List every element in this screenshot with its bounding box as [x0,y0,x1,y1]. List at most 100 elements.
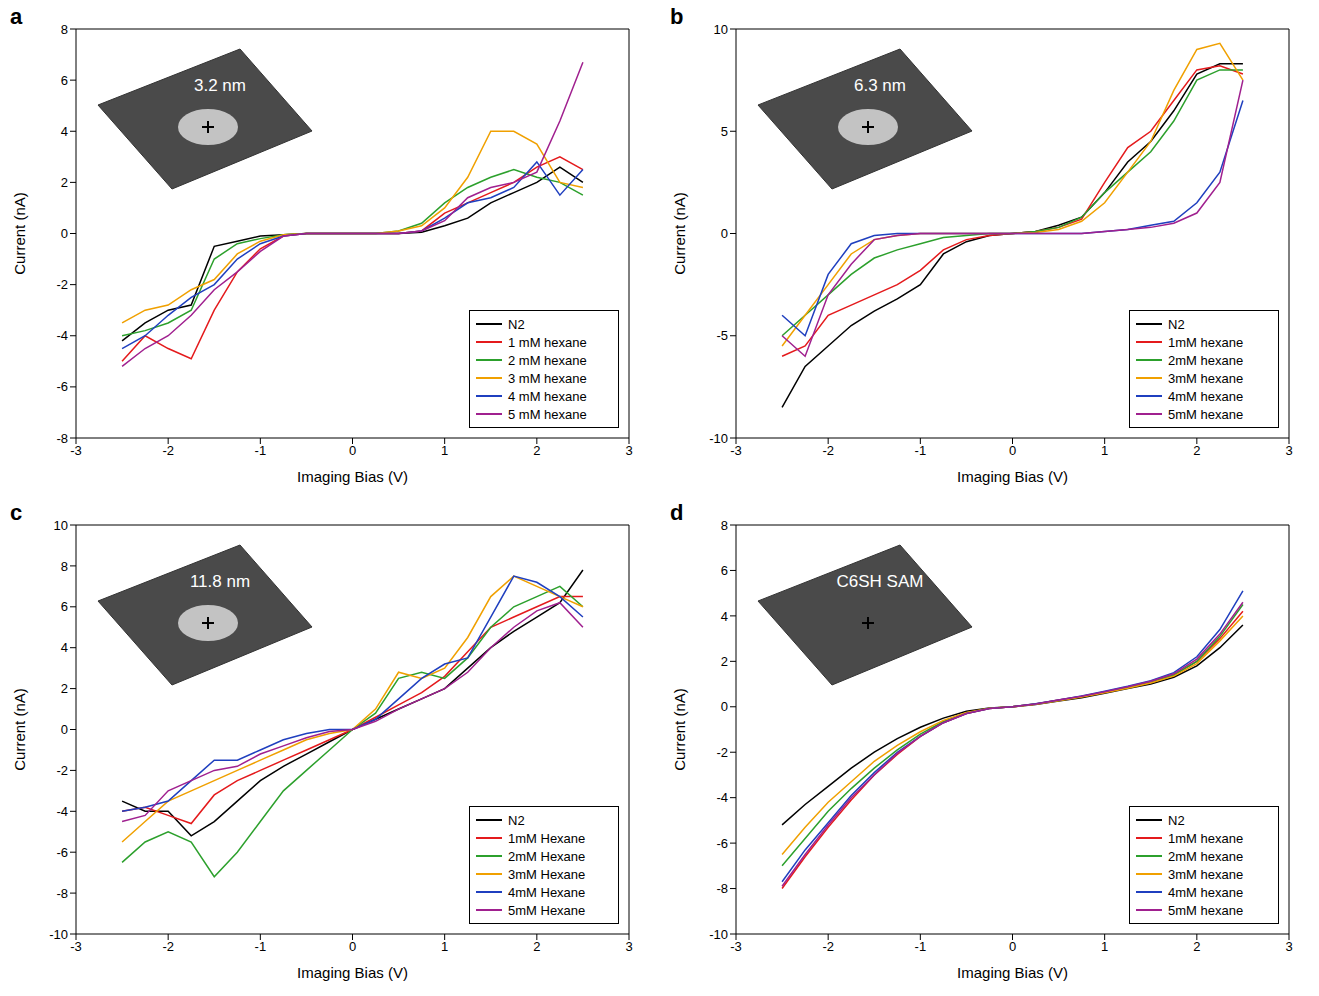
html-text:2mM hexane: 2mM hexane [1168,352,1244,368]
html-text:N2: N2 [508,316,525,332]
svg-text:0: 0 [721,226,728,241]
svg-text:-5: -5 [716,328,728,343]
svg-text:0: 0 [1009,443,1016,458]
svg-text:-3: -3 [70,939,82,954]
svg-text:-10: -10 [49,927,68,942]
svg-text:-4: -4 [716,790,728,805]
html-text:5mM hexane: 5mM hexane [1168,406,1244,422]
svg-text:-10: -10 [709,431,728,446]
svg-text:8: 8 [61,559,68,574]
svg-text:3: 3 [625,939,632,954]
svg-text:-6: -6 [56,845,68,860]
html-text:1mM hexane: 1mM hexane [1168,334,1244,350]
html-text:3 mM hexane: 3 mM hexane [508,370,587,386]
svg-text:1: 1 [441,939,448,954]
html-text:4mM hexane: 4mM hexane [1168,884,1244,900]
html-text:2mM hexane: 2mM hexane [1168,848,1244,864]
svg-text:-6: -6 [56,379,68,394]
svg-text:-1: -1 [915,443,927,458]
svg-text:-3: -3 [730,939,742,954]
svg-text:2: 2 [61,175,68,190]
svg-text:0: 0 [349,939,356,954]
svg-text:Current (nA): Current (nA) [671,192,688,275]
svg-text:3.2 nm: 3.2 nm [194,76,246,95]
svg-text:2: 2 [721,654,728,669]
svg-text:2: 2 [61,681,68,696]
svg-text:Current (nA): Current (nA) [11,192,28,275]
svg-text:-3: -3 [70,443,82,458]
svg-text:10: 10 [54,518,68,533]
svg-text:Imaging Bias (V): Imaging Bias (V) [297,468,408,485]
svg-text:C6SH SAM: C6SH SAM [837,572,924,591]
svg-text:-1: -1 [915,939,927,954]
svg-text:-8: -8 [56,431,68,446]
html-text:1 mM hexane: 1 mM hexane [508,334,587,350]
svg-text:2: 2 [1193,443,1200,458]
svg-text:Current (nA): Current (nA) [11,688,28,771]
svg-text:-4: -4 [56,804,68,819]
html-text:1mM hexane: 1mM hexane [1168,830,1244,846]
html-text:2mM Hexane: 2mM Hexane [508,848,586,864]
svg-text:1: 1 [1101,939,1108,954]
svg-text:-1: -1 [255,939,267,954]
svg-text:3: 3 [625,443,632,458]
svg-text:-8: -8 [56,886,68,901]
svg-text:-2: -2 [716,745,728,760]
svg-text:-2: -2 [822,939,834,954]
svg-text:0: 0 [61,722,68,737]
svg-text:-2: -2 [822,443,834,458]
svg-text:Imaging Bias (V): Imaging Bias (V) [297,964,408,981]
html-text:4 mM hexane: 4 mM hexane [508,388,587,404]
svg-text:Current (nA): Current (nA) [671,688,688,771]
svg-text:0: 0 [61,226,68,241]
svg-text:6.3 nm: 6.3 nm [854,76,906,95]
svg-text:-1: -1 [255,443,267,458]
svg-text:6: 6 [61,599,68,614]
html-text:5mM Hexane: 5mM Hexane [508,902,586,918]
html-text:1mM Hexane: 1mM Hexane [508,830,586,846]
html-text:3mM hexane: 3mM hexane [1168,370,1244,386]
svg-text:4: 4 [61,640,68,655]
html-text:3mM hexane: 3mM hexane [1168,866,1244,882]
svg-text:0: 0 [349,443,356,458]
svg-text:8: 8 [721,518,728,533]
html-text:b: b [670,4,684,29]
html-text:2 mM hexane: 2 mM hexane [508,352,587,368]
html-text:3mM Hexane: 3mM Hexane [508,866,586,882]
svg-text:0: 0 [721,699,728,714]
svg-text:-3: -3 [730,443,742,458]
svg-text:4: 4 [721,609,728,624]
svg-text:10: 10 [714,22,728,37]
svg-text:-2: -2 [56,277,68,292]
svg-text:Imaging Bias (V): Imaging Bias (V) [957,964,1068,981]
svg-text:-4: -4 [56,328,68,343]
html-text:5 mM hexane: 5 mM hexane [508,406,587,422]
svg-text:4: 4 [61,124,68,139]
svg-text:6: 6 [721,563,728,578]
svg-text:2: 2 [533,443,540,458]
html-text:4mM Hexane: 4mM Hexane [508,884,586,900]
html-text:N2: N2 [1168,316,1185,332]
svg-text:8: 8 [61,22,68,37]
svg-text:3: 3 [1285,443,1292,458]
svg-text:-2: -2 [162,939,174,954]
svg-text:3: 3 [1285,939,1292,954]
svg-text:5: 5 [721,124,728,139]
svg-text:0: 0 [1009,939,1016,954]
svg-text:11.8 nm: 11.8 nm [190,572,250,591]
html-text:N2: N2 [508,812,525,828]
svg-text:1: 1 [1101,443,1108,458]
svg-text:-8: -8 [716,881,728,896]
svg-text:6: 6 [61,73,68,88]
html-text:N2: N2 [1168,812,1185,828]
svg-text:-2: -2 [162,443,174,458]
svg-text:2: 2 [533,939,540,954]
svg-text:1: 1 [441,443,448,458]
svg-text:-6: -6 [716,836,728,851]
svg-text:-2: -2 [56,763,68,778]
svg-text:-10: -10 [709,927,728,942]
svg-text:2: 2 [1193,939,1200,954]
svg-text:Imaging Bias (V): Imaging Bias (V) [957,468,1068,485]
html-text:4mM hexane: 4mM hexane [1168,388,1244,404]
html-text:5mM hexane: 5mM hexane [1168,902,1244,918]
